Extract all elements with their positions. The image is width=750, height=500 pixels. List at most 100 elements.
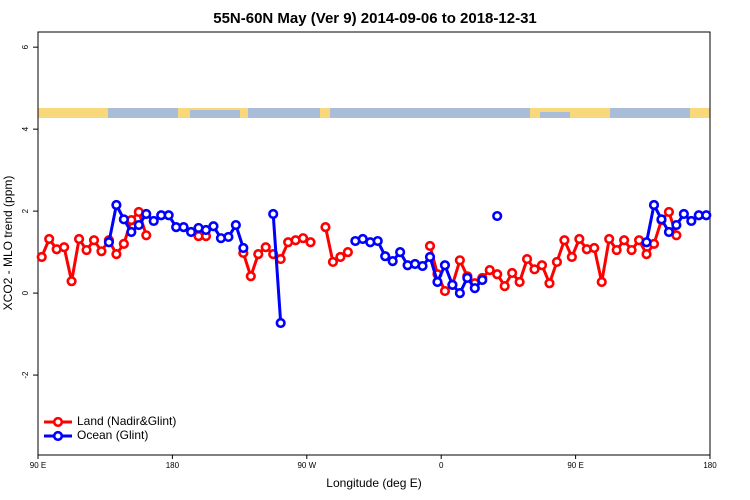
data-point <box>417 260 428 272</box>
data-point <box>574 233 585 245</box>
data-point <box>88 235 100 246</box>
data-point <box>305 237 316 248</box>
data-point <box>619 235 630 246</box>
data-point <box>611 244 622 256</box>
data-point <box>118 238 129 250</box>
data-point <box>66 276 77 287</box>
data-point <box>111 249 122 260</box>
data-point <box>275 317 286 329</box>
data-point <box>469 283 480 294</box>
y-tick-label: -2 <box>21 371 30 379</box>
data-point <box>559 235 570 246</box>
data-point <box>238 242 249 254</box>
data-point <box>439 260 451 271</box>
data-point <box>111 199 122 211</box>
data-point <box>432 276 443 288</box>
data-point <box>395 247 406 258</box>
data-point <box>439 285 451 297</box>
data-point <box>200 224 212 236</box>
data-point <box>245 271 256 282</box>
data-point <box>424 251 436 263</box>
y-tick-label: 0 <box>21 290 30 295</box>
data-point <box>484 265 495 276</box>
data-point <box>663 226 675 238</box>
data-point <box>141 208 152 220</box>
y-tick-label: 4 <box>21 126 30 131</box>
x-tick-label: 90 E <box>30 461 46 470</box>
data-point <box>604 233 615 245</box>
data-point <box>507 267 518 279</box>
data-point <box>447 279 458 290</box>
data-point <box>589 242 600 254</box>
data-point <box>141 230 152 241</box>
data-point <box>499 281 510 292</box>
land-ocean-strip <box>38 108 710 118</box>
data-point <box>335 251 346 263</box>
data-point <box>126 226 137 238</box>
legend-label: Land (Nadir&Glint) <box>77 414 176 428</box>
data-point <box>36 251 47 263</box>
data-point <box>148 215 159 227</box>
data-point <box>566 251 577 263</box>
legend-marker <box>52 430 64 442</box>
data-point <box>678 208 689 220</box>
x-tick-label: 90 E <box>567 461 583 470</box>
x-tick-label: 0 <box>439 461 444 470</box>
data-point <box>544 278 555 289</box>
x-tick-label: 90 W <box>297 461 316 470</box>
data-point <box>492 210 503 222</box>
data-point <box>223 231 234 243</box>
data-point <box>118 214 129 225</box>
x-tick-label: 180 <box>703 461 717 470</box>
data-point <box>103 237 115 248</box>
data-point <box>320 222 331 233</box>
data-point <box>663 206 675 218</box>
data-point <box>514 276 525 288</box>
data-point <box>327 256 339 268</box>
data-point <box>260 242 271 253</box>
x-tick-label: 180 <box>166 461 180 470</box>
data-point <box>462 272 473 284</box>
x-axis-label: Longitude (deg E) <box>326 476 421 490</box>
data-point <box>275 253 286 265</box>
plot-frame <box>37 31 711 456</box>
data-point <box>230 219 241 231</box>
data-point <box>387 256 398 267</box>
y-axis-label: XCO2 - MLO trend (ppm) <box>1 176 15 311</box>
data-point <box>529 264 540 275</box>
data-point <box>424 240 436 252</box>
data-point <box>492 269 503 280</box>
data-point <box>59 242 70 253</box>
data-point <box>477 274 488 286</box>
legend-label: Ocean (Glint) <box>77 428 148 442</box>
data-point <box>641 249 652 260</box>
data-point <box>454 255 465 266</box>
chart-title: 55N-60N May (Ver 9) 2014-09-06 to 2018-1… <box>213 10 537 27</box>
y-tick-label: 6 <box>21 44 30 49</box>
data-point <box>551 256 563 268</box>
data-point <box>701 210 712 221</box>
data-point <box>648 199 660 211</box>
y-tick-label: 2 <box>21 208 30 213</box>
data-point <box>596 276 607 288</box>
data-point <box>521 253 533 265</box>
data-point <box>178 222 189 233</box>
data-point <box>297 233 309 244</box>
data-point <box>641 237 652 248</box>
data-point <box>44 233 55 245</box>
data-point <box>671 219 682 231</box>
data-point <box>268 208 279 220</box>
data-point <box>372 235 383 247</box>
data-point <box>454 287 465 299</box>
data-point <box>536 260 548 271</box>
data-point <box>163 210 174 221</box>
data-point <box>208 221 219 232</box>
data-point <box>96 246 107 257</box>
data-point <box>73 233 85 245</box>
data-point <box>81 244 92 256</box>
legend-marker <box>52 416 64 428</box>
data-point <box>185 226 197 238</box>
